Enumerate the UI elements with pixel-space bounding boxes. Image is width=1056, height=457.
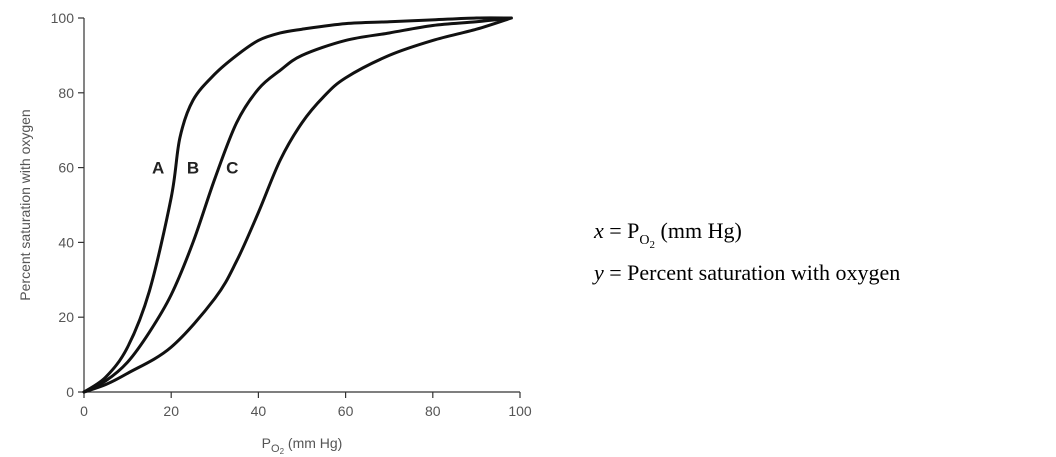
y-tick-label: 100 [51,10,75,26]
curve-b [82,16,513,394]
y-tick-label: 60 [58,160,74,176]
y-tick-label: 20 [58,309,74,325]
curve-label-a: A [152,159,164,178]
x-tick-label: 40 [251,403,267,419]
curve-a [82,16,513,394]
legend-y-line: y = Percent saturation with oxygen [594,254,900,292]
legend-x-line: x = PO2 (mm Hg) [594,212,900,254]
legend-x-eq: = P [603,218,640,243]
y-tick-label: 40 [58,234,74,250]
y-tick-label: 0 [66,384,74,400]
legend-x-sub: O [639,233,650,248]
oxygen-saturation-chart: 0 20 40 60 80 100 0 20 40 60 80 100 A B C Percent sat… [17,10,532,456]
curve-label-c: C [226,159,238,178]
curve-label-b: B [187,159,199,178]
legend-x-var: x [594,218,604,243]
x-tick-label: 20 [163,403,179,419]
legend-y-var: y [594,260,604,285]
legend-x-sub2: 2 [649,239,656,251]
legend-y-text: = Percent saturation with oxygen [603,260,901,285]
legend-x-units: (mm Hg) [655,218,742,243]
curve-c [82,16,513,394]
x-tick-label: 0 [80,403,88,419]
x-tick-label: 60 [338,403,354,419]
y-axis-title: Percent saturation with oxygen [17,109,33,300]
x-tick-label: 80 [425,403,441,419]
y-tick-label: 80 [58,85,74,101]
x-axis-title: PO2 (mm Hg) [262,435,343,456]
variable-legend: x = PO2 (mm Hg) y = Percent saturation w… [594,212,900,292]
x-tick-label: 100 [508,403,532,419]
